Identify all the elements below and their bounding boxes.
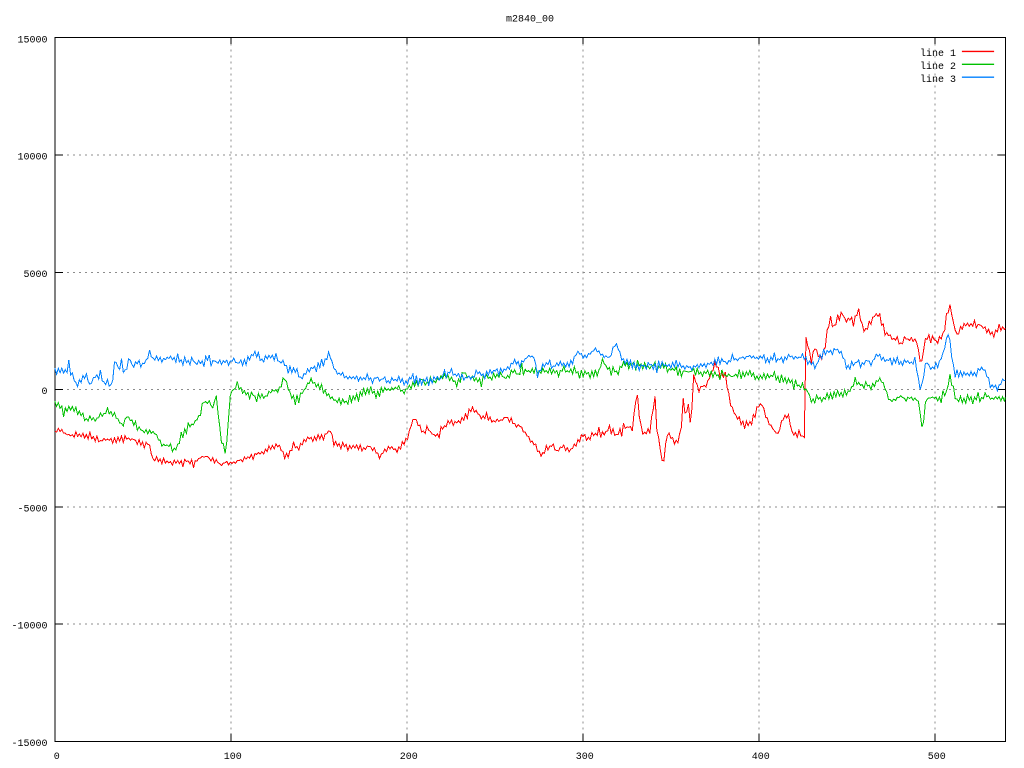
svg-text:-5000: -5000 [17,504,47,515]
svg-text:200: 200 [400,752,418,763]
svg-text:0: 0 [54,752,60,763]
svg-text:5000: 5000 [23,270,47,281]
svg-text:line 1: line 1 [920,48,956,60]
svg-text:m2840_00: m2840_00 [506,14,554,25]
svg-text:line 3: line 3 [920,74,956,86]
svg-text:15000: 15000 [17,35,47,46]
svg-text:300: 300 [576,752,594,763]
svg-text:-10000: -10000 [11,622,47,633]
svg-text:0: 0 [41,387,47,398]
svg-text:100: 100 [224,752,242,763]
svg-text:400: 400 [752,752,770,763]
svg-text:500: 500 [928,752,946,763]
svg-text:line 2: line 2 [920,61,956,73]
svg-text:-15000: -15000 [11,739,47,750]
svg-text:10000: 10000 [17,153,47,164]
